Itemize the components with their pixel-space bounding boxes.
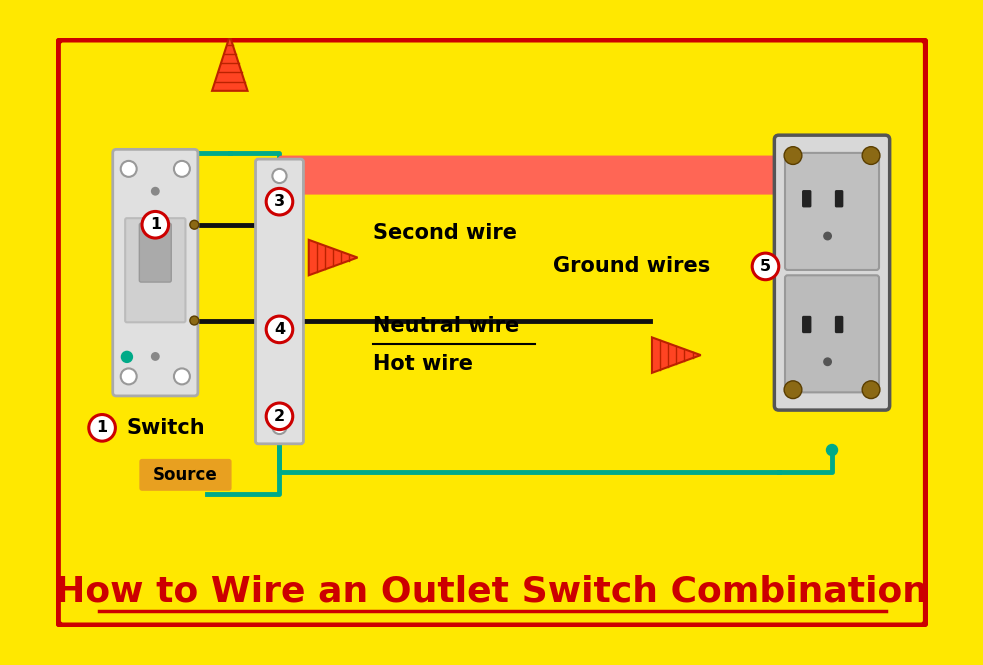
Circle shape [121, 350, 133, 363]
Text: Source: Source [153, 466, 218, 484]
Circle shape [266, 188, 293, 215]
Circle shape [784, 381, 802, 398]
Circle shape [823, 357, 832, 366]
Text: Ground wires: Ground wires [552, 257, 710, 277]
Circle shape [190, 220, 199, 229]
Circle shape [784, 147, 802, 164]
Circle shape [150, 352, 160, 361]
Circle shape [826, 444, 838, 456]
Circle shape [823, 231, 832, 241]
FancyBboxPatch shape [836, 317, 842, 332]
FancyBboxPatch shape [785, 153, 879, 270]
Text: 1: 1 [149, 217, 161, 232]
Circle shape [862, 147, 880, 164]
Circle shape [174, 368, 190, 384]
Text: 3: 3 [274, 194, 285, 209]
FancyBboxPatch shape [785, 275, 879, 392]
FancyBboxPatch shape [836, 191, 842, 207]
FancyBboxPatch shape [278, 156, 785, 195]
Polygon shape [652, 337, 701, 373]
FancyBboxPatch shape [125, 218, 186, 323]
Circle shape [190, 316, 199, 325]
Polygon shape [212, 36, 248, 91]
Circle shape [121, 368, 137, 384]
FancyBboxPatch shape [803, 317, 811, 332]
Circle shape [266, 316, 293, 342]
Polygon shape [309, 240, 358, 275]
FancyBboxPatch shape [140, 223, 171, 282]
Circle shape [272, 420, 287, 434]
Text: 2: 2 [274, 409, 285, 424]
Circle shape [142, 211, 169, 238]
FancyBboxPatch shape [803, 191, 811, 207]
FancyBboxPatch shape [775, 135, 890, 410]
Circle shape [862, 381, 880, 398]
Circle shape [88, 414, 115, 441]
Circle shape [266, 403, 293, 430]
Text: Hot wire: Hot wire [374, 354, 474, 374]
Text: 4: 4 [274, 322, 285, 337]
Text: 1: 1 [96, 420, 108, 436]
FancyBboxPatch shape [140, 459, 232, 491]
Circle shape [121, 161, 137, 177]
FancyBboxPatch shape [113, 150, 198, 396]
Circle shape [272, 169, 287, 183]
Text: 5: 5 [760, 259, 771, 274]
Circle shape [267, 160, 297, 190]
FancyBboxPatch shape [256, 159, 304, 444]
Text: How to Wire an Outlet Switch Combination: How to Wire an Outlet Switch Combination [55, 574, 928, 608]
Text: Second wire: Second wire [374, 223, 517, 243]
Circle shape [174, 161, 190, 177]
Circle shape [150, 187, 160, 196]
Text: Neutral wire: Neutral wire [374, 316, 520, 336]
Text: Switch: Switch [127, 418, 205, 438]
FancyBboxPatch shape [58, 39, 926, 626]
Circle shape [752, 253, 779, 280]
